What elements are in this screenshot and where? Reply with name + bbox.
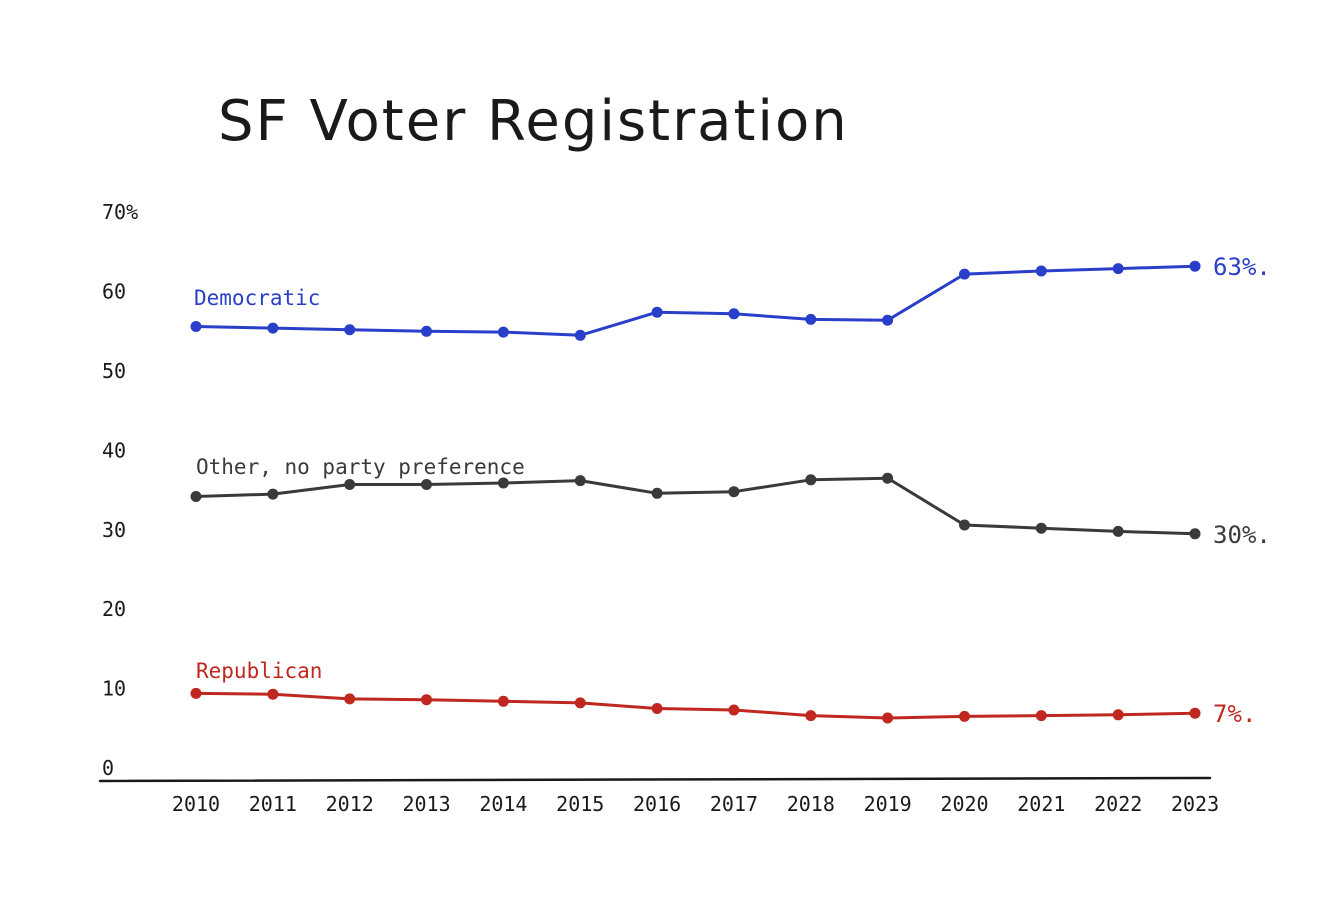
y-tick-label: 20	[102, 597, 126, 621]
y-tick-label: 10	[102, 677, 126, 701]
series-lines	[194, 264, 1197, 720]
data-point	[651, 306, 663, 318]
series-line	[194, 264, 1197, 337]
data-point	[1112, 263, 1124, 275]
data-point	[190, 687, 202, 699]
y-tick-label: 0	[102, 756, 114, 780]
x-tick-label: 2023	[1171, 792, 1219, 816]
data-point	[1189, 260, 1201, 272]
x-tick-label: 2021	[1017, 792, 1065, 816]
x-tick-label: 2019	[864, 792, 912, 816]
data-point	[497, 326, 509, 338]
x-tick-label: 2015	[556, 792, 604, 816]
data-point	[959, 519, 970, 531]
data-point	[497, 477, 509, 489]
data-point	[267, 322, 279, 334]
series-end-label: 30%.	[1213, 521, 1271, 549]
data-point	[882, 314, 894, 326]
series-name-label: Other, no party preference	[196, 455, 525, 479]
x-tick-label: 2010	[172, 792, 220, 816]
x-tick-label: 2022	[1094, 792, 1142, 816]
data-point	[574, 329, 586, 341]
x-tick-label: 2020	[940, 792, 988, 816]
data-point	[805, 710, 817, 722]
y-axis-ticks: 0 10 20 30 40 50 60 70%	[102, 200, 138, 780]
x-tick-label: 2013	[402, 792, 450, 816]
y-tick-label: 70%	[102, 200, 138, 224]
y-tick-label: 60	[102, 280, 126, 304]
x-tick-label: 2014	[479, 792, 527, 816]
data-point	[1112, 709, 1124, 721]
series-line	[194, 691, 1197, 720]
series-name-label: Democratic	[194, 286, 320, 310]
data-point	[497, 695, 509, 707]
data-point	[190, 491, 202, 502]
y-tick-label: 30	[102, 518, 126, 542]
data-point	[344, 324, 356, 336]
x-tick-label: 2011	[249, 792, 297, 816]
series-name-label: Republican	[196, 659, 322, 683]
data-point	[190, 321, 202, 332]
data-point	[805, 313, 817, 325]
series-labels: Democratic 63%. Other, no party preference…	[194, 253, 1271, 728]
series-end-label: 7%.	[1213, 700, 1256, 728]
data-point	[1035, 710, 1047, 722]
data-point	[651, 703, 663, 714]
data-point	[959, 710, 970, 722]
data-point	[882, 472, 894, 484]
series-line	[194, 476, 1197, 536]
data-point	[728, 486, 740, 498]
data-point	[344, 479, 356, 490]
data-point	[959, 268, 970, 280]
data-point	[421, 479, 432, 490]
data-point	[1035, 522, 1047, 534]
data-point	[1189, 707, 1201, 719]
series-end-label: 63%.	[1213, 253, 1271, 281]
x-tick-label: 2012	[326, 792, 374, 816]
x-tick-label: 2017	[710, 792, 758, 816]
data-point	[1035, 265, 1047, 277]
data-point	[574, 475, 586, 487]
data-point	[728, 704, 740, 716]
series-points	[190, 260, 1201, 724]
x-axis-line	[98, 776, 1212, 783]
data-point	[882, 712, 894, 724]
x-axis-ticks: 2010 2011 2012 2013 2014 2015 2016 2017 2018 2019…	[172, 792, 1219, 816]
data-point	[267, 488, 279, 500]
x-tick-label: 2018	[787, 792, 835, 816]
data-point	[267, 688, 279, 700]
data-point	[574, 697, 586, 709]
data-point	[1189, 528, 1201, 540]
data-point	[728, 308, 740, 320]
data-point	[344, 693, 356, 705]
x-tick-label: 2016	[633, 792, 681, 816]
data-point	[651, 487, 663, 499]
data-point	[1112, 525, 1124, 537]
y-tick-label: 50	[102, 359, 126, 383]
data-point	[421, 694, 432, 706]
chart-title: SF Voter Registration	[218, 89, 849, 154]
data-point	[805, 474, 817, 486]
data-point	[421, 325, 432, 337]
y-tick-label: 40	[102, 438, 126, 462]
